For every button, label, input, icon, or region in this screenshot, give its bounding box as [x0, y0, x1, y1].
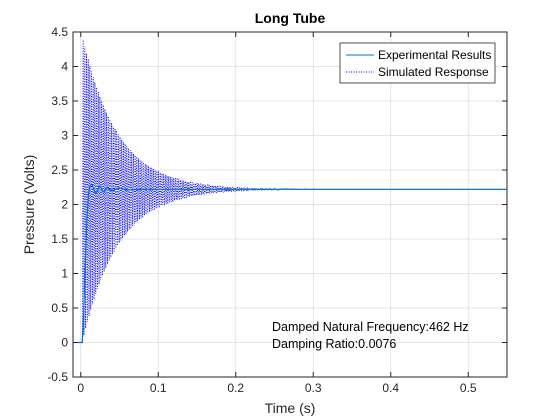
legend-box	[339, 42, 496, 84]
legend-label-experimental: Experimental Results	[378, 48, 491, 62]
grid	[73, 31, 507, 378]
y-tick-label: -0.5	[47, 370, 68, 384]
y-tick-label: 4	[61, 60, 68, 74]
y-tick-label: 3.5	[51, 94, 68, 108]
ticks: 0 0.1 0.2 0.3 0.4 0.5 -0.5 0 0.5 1 1.5 2 2.5 3 3.5 4 4.5	[47, 25, 507, 395]
x-tick-label: 0.2	[227, 381, 244, 395]
y-tick-label: 0.5	[51, 301, 68, 315]
plot-area	[73, 39, 507, 344]
y-tick-label: 2.5	[51, 163, 68, 177]
y-tick-label: 1.5	[51, 232, 68, 246]
x-axis-label: Time (s)	[265, 400, 316, 416]
x-tick-label: 0.4	[382, 381, 399, 395]
y-tick-label: 0	[61, 336, 68, 350]
y-tick-label: 2	[61, 198, 68, 212]
x-tick-label: 0.3	[305, 381, 322, 395]
experimental-results-line	[77, 183, 507, 344]
chart-title: Long Tube	[255, 10, 326, 26]
y-tick-label: 3	[61, 129, 68, 143]
x-tick-label: 0.1	[150, 381, 167, 395]
legend: Experimental Results Simulated Response	[339, 42, 496, 84]
legend-label-simulated: Simulated Response	[378, 65, 489, 79]
x-tick-label: 0	[77, 381, 84, 395]
y-tick-label: 4.5	[51, 25, 68, 39]
x-tick-label: 0.5	[460, 381, 477, 395]
annotation-damping: Damping Ratio:0.0076	[272, 337, 396, 351]
y-tick-label: 1	[61, 267, 68, 281]
annotation-frequency: Damped Natural Frequency:462 Hz	[272, 320, 469, 334]
y-axis-label: Pressure (Volts)	[21, 155, 37, 255]
